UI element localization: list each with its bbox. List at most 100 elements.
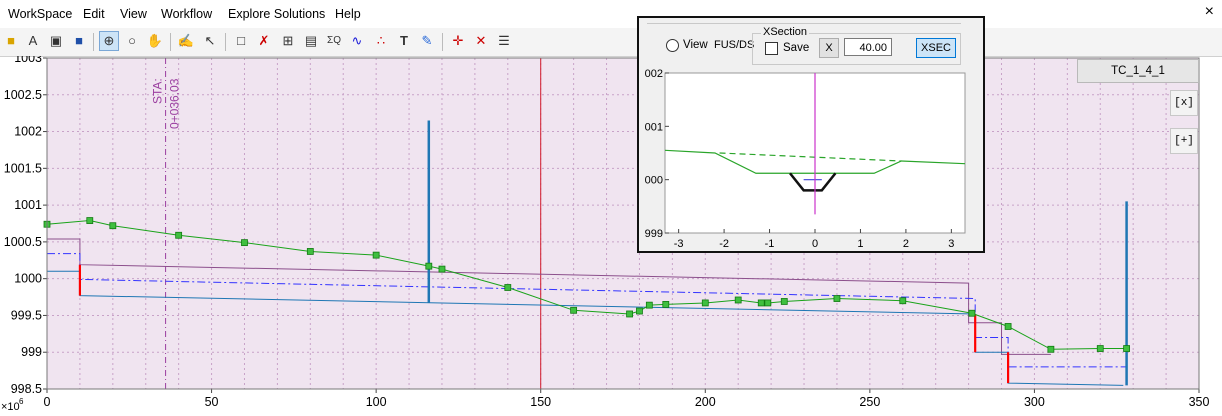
x-tick-label: 300 bbox=[1024, 395, 1045, 409]
y-tick-label: 1000 bbox=[14, 272, 42, 286]
y-exponent-label: ×10 bbox=[1, 401, 20, 413]
fus-ds-label: FUS/DS bbox=[714, 39, 755, 51]
y-tick-label: 999.5 bbox=[11, 308, 42, 322]
ground-point-marker bbox=[626, 310, 633, 318]
xsection-channel bbox=[789, 172, 837, 192]
ground-point-marker bbox=[109, 222, 117, 230]
ground-point-marker bbox=[764, 299, 772, 307]
sigma-q-icon[interactable]: ΣQ bbox=[327, 35, 341, 46]
plot-area bbox=[47, 58, 1199, 389]
ground-point-marker bbox=[425, 262, 433, 270]
ground-point-marker bbox=[1096, 345, 1104, 352]
crosshair-icon[interactable]: ✛ bbox=[452, 33, 464, 48]
ground-point-marker bbox=[636, 307, 643, 315]
select-icon[interactable]: ✍ bbox=[177, 33, 195, 48]
pan-hand-icon[interactable]: ✋ bbox=[146, 33, 164, 48]
toolbar-separator bbox=[170, 33, 171, 51]
table-icon[interactable]: ▤ bbox=[304, 33, 318, 48]
expand-button[interactable]: [+] bbox=[1170, 128, 1198, 154]
pointer-add-icon[interactable]: ↖ bbox=[204, 33, 216, 48]
ground-point-marker bbox=[899, 297, 907, 305]
toolbar-separator bbox=[442, 33, 443, 51]
ground-point-marker bbox=[241, 239, 248, 247]
save-checkbox[interactable] bbox=[765, 42, 778, 55]
toolbar: ■ A ▣ ■ ⊕ ○ ✋ ✍ ↖ □ ✗ ⊞ ▤ ΣQ ∿ ∴ T ✎ ✛ ✕… bbox=[0, 28, 1222, 57]
y-tick-label: 998.5 bbox=[11, 382, 42, 396]
text-icon[interactable]: T bbox=[400, 33, 408, 48]
list-icon[interactable]: ☰ bbox=[498, 33, 510, 48]
xsection-x-tick-label: -1 bbox=[765, 238, 775, 250]
toolbar-separator bbox=[225, 33, 226, 51]
new-page-icon[interactable]: □ bbox=[237, 33, 245, 48]
ground-point-marker bbox=[780, 298, 788, 305]
xsection-x-tick-label: -2 bbox=[719, 238, 729, 250]
ground-point-marker bbox=[757, 299, 765, 307]
y-tick-label: 1000.5 bbox=[4, 235, 42, 249]
menu-help[interactable]: Help bbox=[335, 7, 361, 21]
x-tick-label: 200 bbox=[695, 395, 716, 409]
menu-workflow[interactable]: Workflow bbox=[161, 7, 213, 21]
menu-edit[interactable]: Edit bbox=[83, 7, 105, 21]
xsection-x-tick-label: 2 bbox=[903, 238, 909, 250]
paint-icon[interactable]: ✎ bbox=[421, 33, 433, 48]
tc-label-button[interactable]: TC_1_4_1 bbox=[1077, 59, 1199, 83]
xsection-group-title: XSection bbox=[761, 26, 810, 38]
panel-divider bbox=[647, 23, 961, 24]
edit-line-icon[interactable]: ✗ bbox=[258, 33, 270, 48]
x-tick-label: 0 bbox=[44, 395, 51, 409]
y-tick-label: 1003 bbox=[14, 56, 42, 65]
ground-point-marker bbox=[1004, 323, 1012, 330]
purple-profile-line bbox=[47, 238, 1051, 355]
menu-view[interactable]: View bbox=[120, 7, 147, 21]
xsection-x-tick-label: 0 bbox=[812, 238, 818, 250]
ground-point-marker bbox=[372, 251, 380, 259]
ground-point-marker bbox=[734, 296, 742, 304]
xsec-button[interactable]: XSEC bbox=[916, 38, 956, 58]
ground-point-marker bbox=[306, 248, 314, 255]
collapse-button[interactable]: [x] bbox=[1170, 90, 1198, 116]
x-tick-label: 100 bbox=[366, 395, 387, 409]
xsection-x-tick-label: 3 bbox=[948, 238, 954, 250]
close-icon[interactable]: × bbox=[1204, 3, 1214, 20]
xsection-group: XSection bbox=[752, 26, 961, 65]
zoom-in-icon[interactable]: ⊕ bbox=[99, 31, 119, 51]
menu-bar: WorkSpace Edit View Workflow Explore Sol… bbox=[0, 0, 1222, 28]
toolbar-separator bbox=[93, 33, 94, 51]
zoom-icon[interactable]: ○ bbox=[128, 33, 136, 48]
view-label: View bbox=[683, 39, 708, 51]
points-icon[interactable]: ∴ bbox=[376, 33, 386, 48]
ground-point-marker bbox=[570, 306, 578, 314]
xsection-y-tick-label: 999 bbox=[645, 228, 663, 240]
y-tick-label: 1001.5 bbox=[4, 161, 42, 175]
ground-point-marker bbox=[701, 299, 709, 307]
xsection-x-tick-label: 1 bbox=[857, 238, 863, 250]
ground-point-marker bbox=[86, 217, 94, 224]
ground-point-marker bbox=[504, 284, 512, 291]
x-button[interactable]: X bbox=[819, 38, 839, 58]
profile-line-icon[interactable]: ∿ bbox=[351, 33, 363, 48]
xsection-y-tick-label: 001 bbox=[645, 121, 663, 133]
y-tick-label: 1002.5 bbox=[4, 88, 42, 102]
save-icon[interactable]: ■ bbox=[75, 33, 83, 48]
ground-point-marker bbox=[1047, 345, 1055, 353]
delete-icon[interactable]: ✕ bbox=[475, 33, 487, 48]
x-value-input[interactable]: 40.00 bbox=[844, 38, 892, 56]
grid-icon[interactable]: ⊞ bbox=[282, 33, 294, 48]
ground-point-marker bbox=[175, 231, 183, 239]
x-tick-label: 250 bbox=[859, 395, 880, 409]
xsection-design-line bbox=[719, 152, 902, 162]
ground-point-marker bbox=[833, 295, 841, 302]
dashdot-profile-line bbox=[47, 253, 1127, 368]
x-tick-label: 50 bbox=[205, 395, 219, 409]
view-radio[interactable] bbox=[666, 39, 679, 52]
menu-explore-solutions[interactable]: Explore Solutions bbox=[228, 7, 326, 21]
image-icon[interactable]: ▣ bbox=[49, 33, 63, 48]
save-label: Save bbox=[783, 42, 810, 54]
open-folder-icon[interactable]: ■ bbox=[7, 33, 15, 48]
profile-plot[interactable]: 1003 1002.5 100 2 1001.5 1 001 1000.5 1000 999.5 9… bbox=[0, 56, 1222, 416]
menu-workspace[interactable]: WorkSpace bbox=[8, 7, 73, 21]
ground-point-marker bbox=[438, 265, 446, 273]
text-import-icon[interactable]: A bbox=[28, 33, 38, 48]
station-label: STA: bbox=[151, 78, 165, 104]
plot-border bbox=[46, 57, 1200, 390]
